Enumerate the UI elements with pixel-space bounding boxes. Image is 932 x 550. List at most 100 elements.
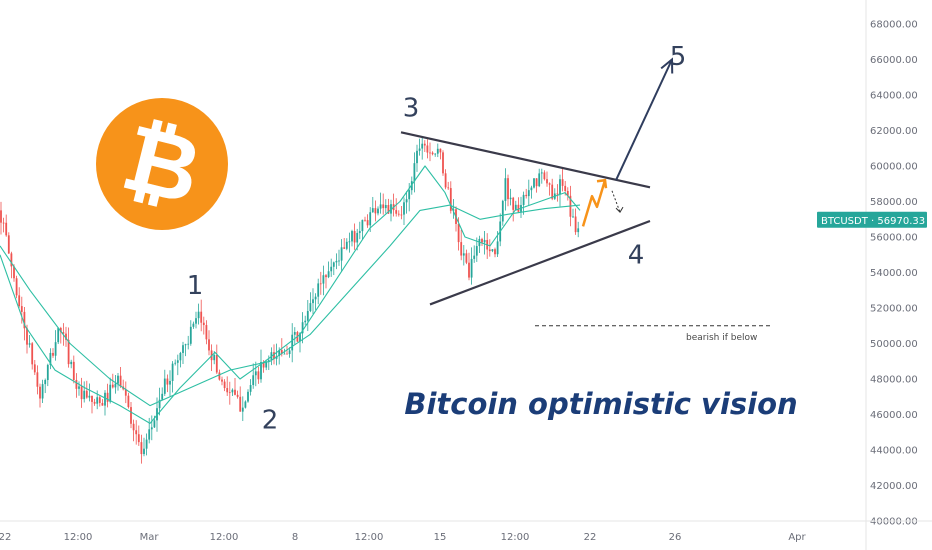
upper-trendline: [400, 131, 651, 189]
candle-body: [278, 350, 281, 356]
candle-body: [379, 204, 382, 209]
candle-body: [382, 204, 385, 209]
candle-body: [496, 241, 499, 255]
candle-body: [444, 173, 447, 188]
candle-body: [397, 213, 400, 215]
candle-body: [330, 266, 333, 272]
y-tick-label: 50000.00: [870, 339, 918, 350]
candle-body: [174, 362, 177, 364]
y-tick-label: 46000.00: [870, 410, 918, 421]
candle-body: [44, 380, 47, 385]
candle-body: [28, 343, 31, 345]
candle-body: [413, 163, 416, 182]
candle-body: [356, 232, 359, 243]
candle-body: [405, 199, 408, 203]
candle-body: [358, 231, 361, 233]
candle-body: [182, 345, 184, 353]
candle-body: [262, 361, 265, 368]
candle-body: [46, 364, 49, 381]
candle-body: [429, 152, 431, 154]
candle-body: [509, 197, 512, 200]
candle-body: [421, 143, 424, 149]
y-tick-label: 48000.00: [870, 375, 918, 386]
wave-label-2: 2: [262, 406, 279, 436]
candle-body: [257, 371, 260, 380]
candle-body: [436, 148, 439, 154]
candle-body: [187, 343, 190, 345]
candle-body: [364, 219, 366, 221]
ma-slow-line: [0, 204, 581, 407]
candle-body: [530, 187, 533, 191]
candle-body: [67, 339, 70, 365]
candle-body: [343, 247, 346, 249]
candle-body: [423, 143, 426, 146]
y-tick-label: 60000.00: [870, 162, 918, 173]
candle-body: [551, 184, 554, 199]
candle-body: [254, 371, 257, 376]
candle-body: [522, 194, 525, 206]
candle-body: [546, 179, 548, 184]
candle-body: [345, 241, 348, 249]
candle-body: [137, 434, 140, 443]
x-tick-label: 26: [669, 532, 682, 543]
candle-body: [26, 328, 28, 345]
candle-body: [176, 360, 179, 363]
candle-body: [218, 372, 221, 380]
candle-body: [52, 352, 54, 356]
candle-body: [280, 350, 283, 354]
candle-body: [291, 334, 294, 351]
candle-body: [213, 355, 216, 361]
candle-body: [462, 253, 465, 256]
bitcoin-logo: ₿: [96, 98, 228, 230]
moving-averages-layer: [0, 165, 581, 424]
candle-body: [400, 214, 403, 216]
candle-body: [322, 275, 325, 284]
candle-body: [507, 178, 509, 200]
candle-body: [491, 249, 494, 252]
candle-body: [5, 222, 8, 236]
x-tick-label: 12:00: [501, 532, 530, 543]
candle-body: [431, 152, 434, 155]
candle-body: [319, 283, 322, 285]
candle-body: [556, 193, 559, 195]
candle-body: [512, 197, 515, 210]
x-tick-label: 22: [584, 532, 597, 543]
candle-body: [221, 379, 223, 382]
x-tick-label: Mar: [140, 532, 160, 543]
candle-body: [140, 442, 143, 455]
candle-body: [247, 391, 249, 402]
candle-body: [561, 179, 564, 186]
candle-body: [351, 231, 353, 242]
candle-body: [473, 255, 476, 259]
candle-body: [184, 344, 187, 346]
candle-body: [501, 200, 504, 222]
chart-title: Bitcoin optimistic vision: [404, 387, 797, 421]
candle-body: [403, 202, 405, 215]
ma-fast-line: [0, 165, 581, 424]
candle-body: [299, 333, 301, 342]
x-tick-label: 12:00: [355, 532, 384, 543]
candle-body: [353, 231, 356, 243]
candle-body: [304, 320, 307, 323]
candle-body: [208, 339, 210, 351]
pullback-arrow-line: [611, 190, 621, 213]
candle-body: [540, 172, 543, 174]
candle-body: [566, 190, 569, 196]
candle-body: [39, 386, 41, 399]
candle-body: [543, 172, 546, 180]
candle-body: [533, 178, 535, 188]
wave-label-4: 4: [628, 241, 645, 271]
candle-body: [426, 145, 429, 153]
candle-body: [101, 402, 104, 406]
candle-body: [301, 322, 304, 334]
x-tick-label: 22: [0, 532, 11, 543]
candle-body: [293, 332, 296, 335]
candle-body: [231, 389, 234, 393]
x-tick-label: 15: [434, 532, 447, 543]
candle-body: [241, 407, 244, 412]
y-tick-label: 52000.00: [870, 304, 918, 315]
candle-body: [192, 323, 195, 327]
candle-body: [202, 322, 205, 326]
candle-body: [314, 296, 317, 300]
